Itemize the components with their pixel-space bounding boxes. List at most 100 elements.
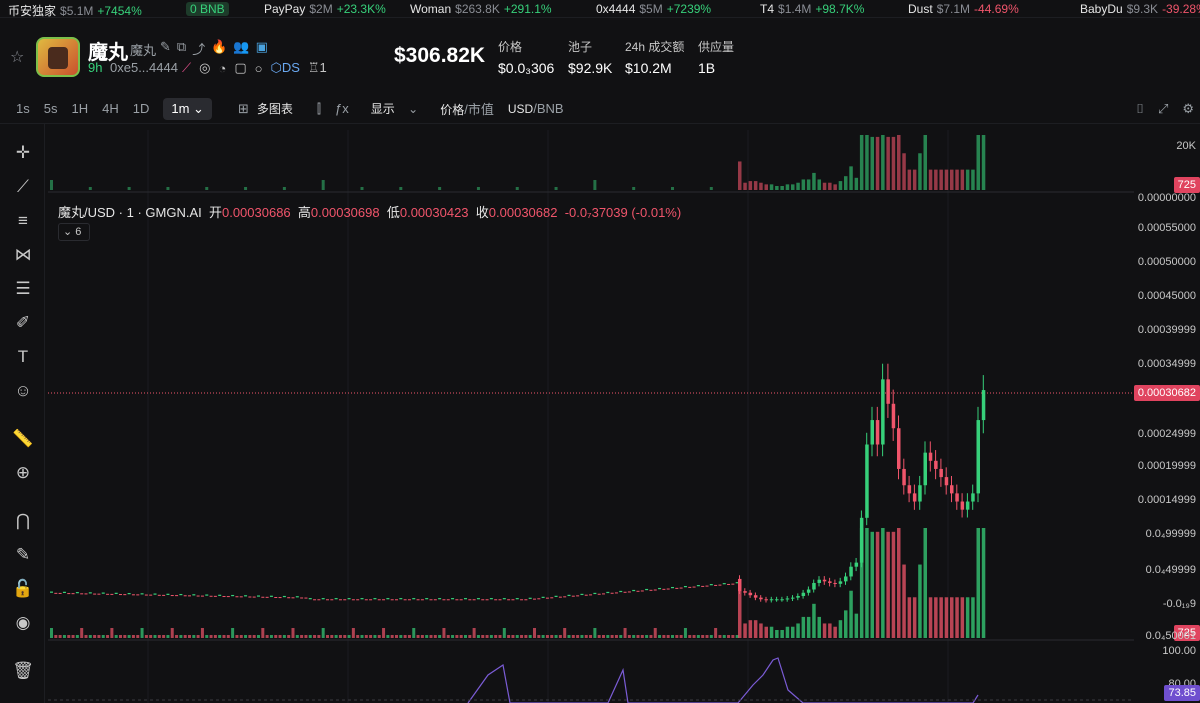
settings-gear-icon[interactable]: ⚙ [1182, 100, 1194, 116]
candle [485, 599, 489, 601]
candlestick-chart[interactable] [48, 130, 1134, 703]
volume-bar [701, 635, 705, 638]
favorite-star-icon[interactable]: ☆ [10, 49, 25, 66]
volume-bar [939, 597, 943, 638]
volume-bar [127, 635, 131, 638]
ticker-item[interactable]: T4 $1.4M +98.7K% [760, 2, 864, 16]
ds-link[interactable]: ⬡DS [270, 60, 300, 75]
low-key: 低 [386, 205, 400, 220]
ruler-icon[interactable]: 📏 [12, 429, 34, 448]
crosshair-icon[interactable]: ✛ [15, 143, 31, 162]
volume-bar [563, 628, 567, 638]
candle [610, 592, 614, 594]
interval-5s[interactable]: 5s [43, 101, 58, 116]
volume-bar [545, 635, 549, 638]
candle-type-icon[interactable]: ⫿ [316, 100, 322, 116]
search-icon[interactable]: ○ [254, 60, 263, 76]
high-value: 0.00030698 [310, 205, 380, 220]
interval-1h[interactable]: 1H [71, 101, 89, 116]
volume-bar [623, 628, 627, 638]
volume-bar-top [360, 187, 364, 190]
display-dropdown[interactable]: 显示 ⌄ [371, 100, 418, 117]
pattern-icon[interactable]: ⋈ [14, 245, 32, 264]
volume-bar [459, 635, 463, 638]
zoom-in-icon[interactable]: ⊕ [15, 463, 31, 482]
candle [780, 599, 784, 601]
trash-icon[interactable]: 🗑 [12, 661, 34, 680]
candle [524, 599, 528, 601]
volume-bar [412, 628, 416, 638]
volume-bar [524, 635, 528, 638]
lock-drawing-icon[interactable]: ✎ [15, 545, 31, 564]
multi-chart-button[interactable]: 多图表 [256, 102, 293, 116]
text-icon[interactable]: T [17, 347, 29, 366]
candle [360, 598, 364, 600]
emoji-icon[interactable]: ☺ [14, 381, 32, 400]
trendline-icon[interactable]: ⟋ [17, 177, 29, 196]
volume-bar [918, 564, 922, 638]
candle [75, 592, 79, 594]
chat-icon[interactable]: ▢ [234, 60, 247, 75]
edit-icon[interactable]: ✎ [160, 39, 171, 54]
candle [71, 593, 75, 595]
candle [666, 588, 670, 590]
volume-bar [636, 635, 640, 638]
candle [364, 599, 368, 601]
ticker-item[interactable]: 币安独家 $5.1M +7454% [8, 2, 142, 18]
volume-bar [209, 635, 213, 638]
candle [571, 595, 575, 597]
tag-icon[interactable]: ⟋ [182, 60, 192, 75]
indicators-toggle[interactable]: ⌄ 6 [58, 223, 90, 241]
copy-icon[interactable]: ⧉ [176, 39, 187, 54]
horizontal-lines-icon[interactable]: ≡ [18, 211, 28, 230]
ticker-item[interactable]: PayPay $2M +23.3K% [264, 2, 386, 16]
volume-bar [875, 531, 880, 638]
candle [735, 582, 739, 584]
globe-icon[interactable]: ◎ [199, 60, 211, 75]
token-address[interactable]: 0xe5...4444 [110, 60, 178, 75]
ticker-change: -44.69% [974, 2, 1019, 16]
candle [183, 595, 187, 597]
add-indicator-icon[interactable]: ⊞ [237, 100, 249, 116]
twitter-icon[interactable]: ▣ [255, 39, 268, 54]
telegram-icon[interactable]: ◔ [218, 60, 227, 76]
volume-bar [485, 635, 489, 638]
brush-icon[interactable]: ✐ [15, 313, 31, 332]
ticker-item[interactable]: 0x4444 $5M +7239% [596, 2, 711, 16]
volume-bar [593, 628, 597, 638]
interval-1s[interactable]: 1s [16, 101, 30, 116]
interval-active[interactable]: 1m ⌄ [163, 97, 212, 120]
interval-1d[interactable]: 1D [132, 101, 150, 116]
volume-tag: 725 [1173, 177, 1200, 193]
ticker-item[interactable]: BabyDu$9.3K-39.28% [1080, 2, 1200, 16]
ticker-item[interactable]: Woman $263.8K +291.1% [410, 2, 552, 16]
volume-bar [738, 580, 742, 638]
ticker-item[interactable]: 0 BNB [186, 2, 229, 16]
currency-toggle[interactable]: USD/BNB [507, 101, 564, 116]
candle [558, 596, 562, 598]
volume-bar [838, 620, 843, 638]
volume-bar-top [785, 184, 790, 190]
magnet-icon[interactable]: ⋂ [16, 511, 30, 530]
lock-icon[interactable]: 🔓 [12, 579, 34, 598]
camera-icon[interactable]: ⌷ [1136, 100, 1144, 116]
interval-4h[interactable]: 4H [102, 101, 119, 116]
ticker-mcap: $5.1M [60, 3, 94, 18]
price-mcap-toggle[interactable]: 价格/市值 [440, 102, 494, 117]
candle [93, 593, 97, 595]
candle [640, 590, 644, 592]
fullscreen-icon[interactable]: ⤢ [1157, 100, 1169, 116]
volume-bar [433, 635, 437, 638]
volume-bar [88, 635, 92, 638]
share-icon[interactable]: ⤴ [192, 42, 206, 57]
ticker-item[interactable]: Dust $7.1M -44.69% [908, 2, 1019, 16]
eye-icon[interactable]: ◉ [15, 613, 31, 632]
volume-bar [239, 635, 243, 638]
volume-bar-top [912, 169, 917, 190]
volume-bar [602, 635, 605, 638]
fib-icon[interactable]: ☰ [15, 279, 31, 298]
volume-bar [464, 635, 467, 638]
indicator-fx-icon[interactable]: ƒx [335, 101, 349, 116]
volume-bar-top [205, 187, 209, 190]
volume-bar-top [939, 169, 943, 190]
